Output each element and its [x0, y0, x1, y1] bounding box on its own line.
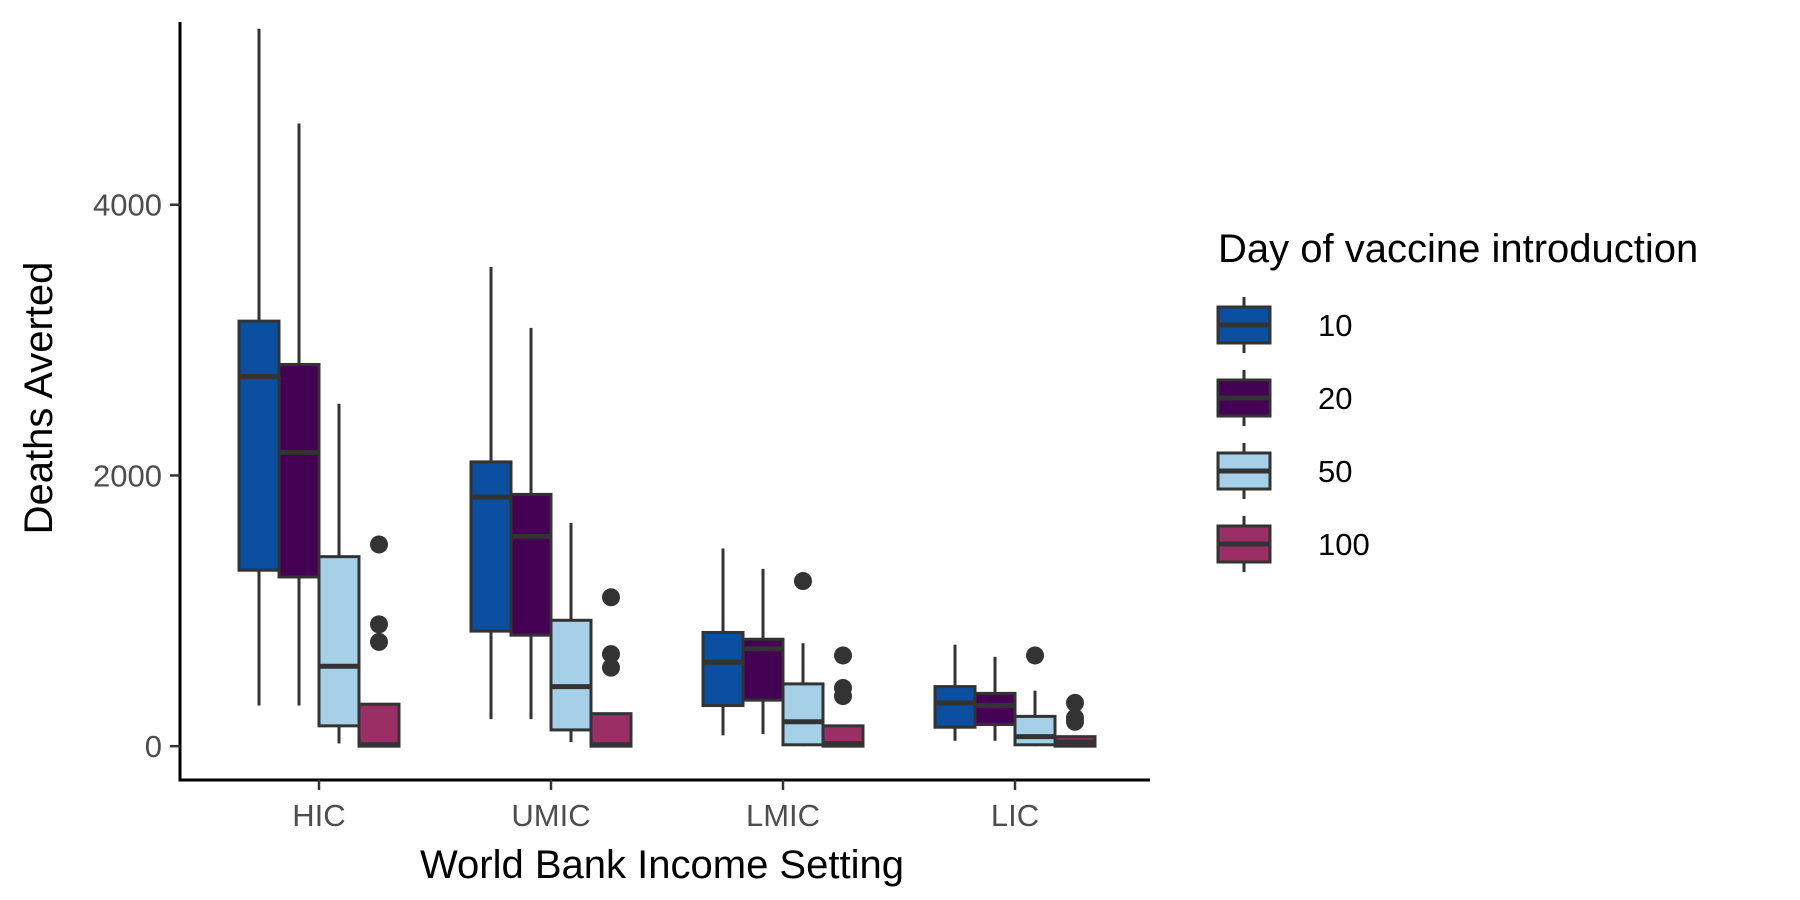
outlier-point: [602, 588, 620, 607]
box-body: [549, 618, 593, 732]
legend-label: 20: [1318, 381, 1352, 416]
x-tick-label: LIC: [991, 798, 1039, 833]
outlier-point: [602, 658, 620, 677]
box-group-100-hic: [357, 535, 401, 748]
legend: Day of vaccine introduction 10 20 50 100: [1216, 227, 1698, 572]
box-group-100-umic: [589, 588, 633, 748]
box-group-20-umic: [509, 327, 553, 720]
legend-label: 50: [1318, 454, 1352, 489]
box-group-50-hic: [317, 403, 361, 744]
legend-item-20: 20: [1216, 370, 1352, 426]
legend-title: Day of vaccine introduction: [1218, 227, 1698, 271]
outlier-point: [370, 632, 388, 651]
boxes-layer: [237, 28, 1097, 748]
outlier-point: [834, 646, 852, 665]
box-group-50-lmic: [781, 572, 825, 747]
outlier-point: [834, 678, 852, 697]
box-group-50-umic: [549, 522, 593, 743]
box-group-10-hic: [237, 28, 281, 706]
box-body: [781, 682, 825, 747]
legend-label: 100: [1318, 527, 1370, 562]
box-group-50-lic: [1013, 646, 1057, 747]
outlier-point: [370, 535, 388, 554]
box-body: [1013, 714, 1057, 747]
x-tick-label: UMIC: [511, 798, 590, 833]
box-group-20-lmic: [741, 568, 785, 734]
box-body: [317, 555, 361, 728]
legend-items: 10 20 50 100: [1216, 297, 1370, 572]
x-tick-label: HIC: [292, 798, 345, 833]
legend-item-50: 50: [1216, 443, 1352, 499]
box-body: [701, 630, 745, 708]
box-group-100-lmic: [821, 646, 865, 748]
legend-item-100: 100: [1216, 516, 1370, 572]
box-group-10-lic: [933, 644, 977, 741]
y-tick-label: 4000: [93, 188, 162, 223]
outlier-point: [1066, 708, 1084, 727]
box-group-10-lmic: [701, 548, 745, 736]
legend-label: 10: [1318, 308, 1352, 343]
y-axis-ticks: 0 2000 4000: [93, 188, 180, 764]
legend-item-10: 10: [1216, 297, 1352, 353]
box-body: [237, 319, 281, 572]
box-group-20-lic: [973, 656, 1017, 741]
box-body: [973, 691, 1017, 727]
x-axis-title: World Bank Income Setting: [420, 843, 904, 887]
x-axis-ticks: HIC UMIC LMIC LIC: [292, 780, 1039, 833]
outlier-point: [1026, 646, 1044, 665]
outlier-point: [370, 615, 388, 634]
x-tick-label: LMIC: [746, 798, 820, 833]
outlier-point: [602, 645, 620, 664]
box-body: [589, 712, 633, 748]
y-axis-title: Deaths Averted: [17, 262, 61, 535]
box-body: [933, 685, 977, 729]
box-body: [277, 362, 321, 579]
box-body: [509, 492, 553, 637]
outlier-point: [794, 572, 812, 591]
box-body: [357, 702, 401, 748]
box-group-20-hic: [277, 123, 321, 706]
box-group-10-umic: [469, 266, 513, 720]
plot-area: 0 2000 4000 HIC UMIC LMIC LIC: [93, 22, 1150, 833]
y-tick-label: 2000: [93, 458, 162, 493]
outlier-point: [1066, 693, 1084, 712]
box-body: [469, 460, 513, 633]
y-tick-label: 0: [145, 729, 162, 764]
box-group-100-lic: [1053, 693, 1097, 748]
